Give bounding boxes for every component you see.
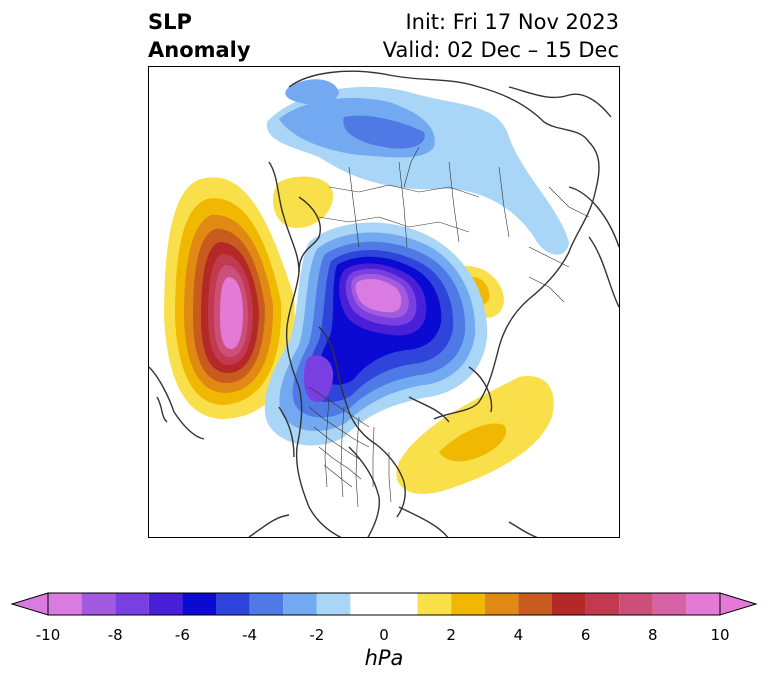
colorbar-bin-5 bbox=[216, 593, 250, 615]
colorbar-bin-7 bbox=[283, 593, 317, 615]
init-date: Init: Fri 17 Nov 2023 bbox=[405, 10, 619, 34]
colorbar-bin-6 bbox=[249, 593, 284, 615]
colorbar-bin-15 bbox=[585, 593, 620, 615]
pacific-positive-anomaly bbox=[164, 177, 295, 419]
valid-period: Valid: 02 Dec – 15 Dec bbox=[382, 38, 619, 62]
colorbar-tick-label: -6 bbox=[174, 626, 190, 644]
colorbar-tick-label: 10 bbox=[710, 626, 730, 644]
colorbar-bin-13 bbox=[518, 593, 552, 615]
colorbar-extend-low bbox=[10, 592, 49, 616]
colorbar-bin-16 bbox=[619, 593, 653, 615]
map-title: SLP Anomaly bbox=[148, 8, 251, 64]
colorbar-bin-1 bbox=[81, 593, 116, 615]
colorbar bbox=[10, 592, 758, 616]
colorbar-tick-label: 6 bbox=[580, 626, 591, 644]
colorbar-tick-label: -2 bbox=[309, 626, 325, 644]
colorbar-bin-12 bbox=[484, 593, 519, 615]
colorbar-tick-label: -10 bbox=[35, 626, 61, 644]
colorbar-bin-9 bbox=[350, 593, 418, 615]
colorbar-tick-label: -8 bbox=[107, 626, 123, 644]
colorbar-outline bbox=[47, 592, 721, 616]
colorbar-tick-label: 0 bbox=[379, 626, 389, 644]
colorbar-bin-17 bbox=[652, 593, 687, 615]
map-canvas bbox=[149, 70, 619, 537]
colorbar-bin-4 bbox=[182, 593, 216, 615]
title-line-2: Anomaly bbox=[148, 38, 251, 62]
title-line-1: SLP bbox=[148, 10, 192, 34]
colorbar-bin-14 bbox=[552, 593, 586, 615]
atlantic-positive-anomaly bbox=[396, 376, 554, 494]
colorbar-bin-10 bbox=[417, 593, 452, 615]
colorbar-bin-18 bbox=[686, 593, 720, 615]
colorbar-extend-high bbox=[719, 592, 758, 616]
nw-canada-positive-anomaly bbox=[272, 176, 334, 228]
colorbar-bin-0 bbox=[48, 593, 82, 615]
colorbar-bin-3 bbox=[148, 593, 183, 615]
slp-anomaly-map bbox=[148, 66, 620, 538]
coastlines bbox=[149, 70, 619, 537]
arctic-negative-anomaly bbox=[264, 222, 488, 446]
eurasia-negative-anomaly bbox=[266, 79, 569, 255]
colorbar-bins bbox=[48, 593, 720, 615]
run-info: Init: Fri 17 Nov 2023 Valid: 02 Dec – 15… bbox=[383, 8, 619, 64]
colorbar-bin-2 bbox=[115, 593, 149, 615]
colorbar-tick-label: 2 bbox=[446, 626, 456, 644]
borders bbox=[308, 146, 590, 508]
colorbar-tick-label: 8 bbox=[648, 626, 658, 644]
colorbar-unit: hPa bbox=[364, 646, 404, 670]
colorbar-tick-label: -4 bbox=[242, 626, 258, 644]
colorbar-bin-11 bbox=[451, 593, 485, 615]
colorbar-bin-8 bbox=[316, 593, 351, 615]
colorbar-tick-label: 4 bbox=[513, 626, 524, 644]
